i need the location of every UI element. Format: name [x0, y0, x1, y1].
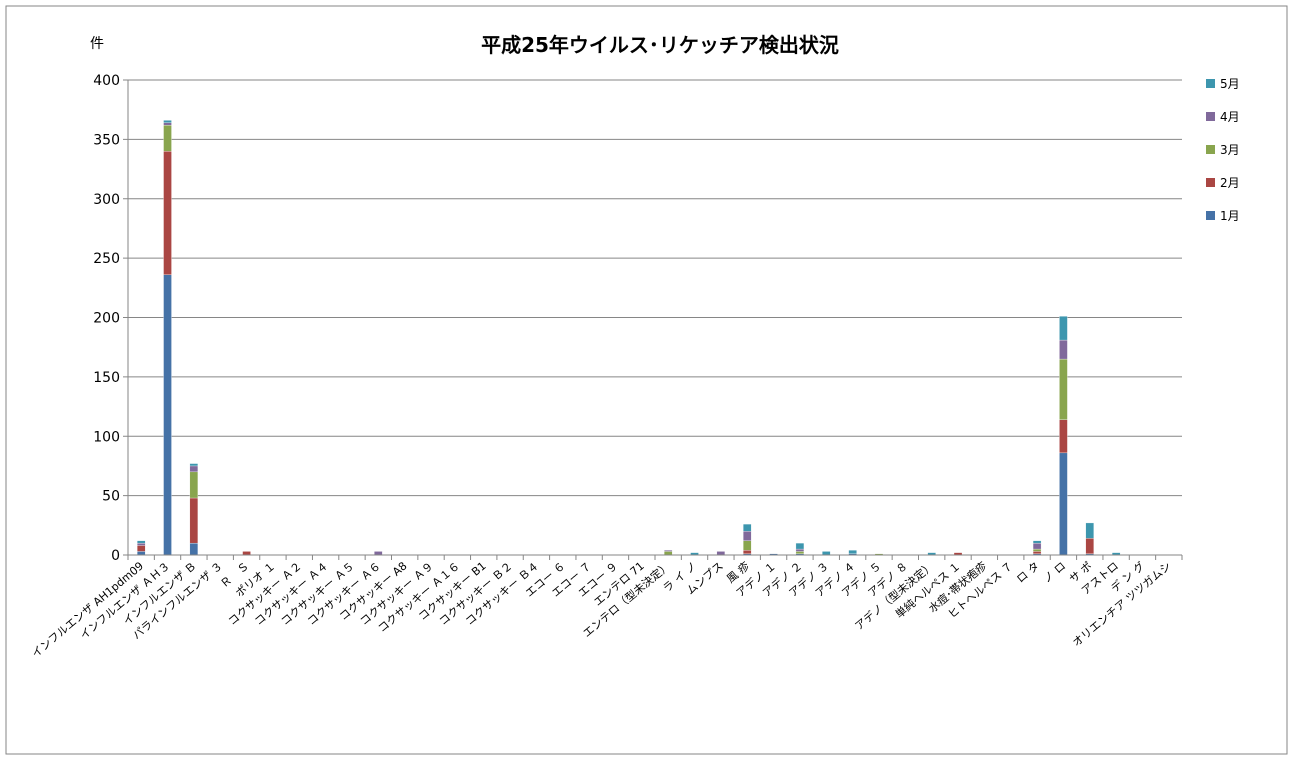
- bar-segment: [1059, 339, 1068, 360]
- bar-segment: [1059, 316, 1068, 341]
- bar-segment: [1032, 551, 1042, 554]
- bar-segment: [242, 551, 251, 556]
- bar-segment: [163, 274, 172, 556]
- bar-segment: [163, 120, 172, 123]
- bar-segment: [163, 151, 172, 275]
- y-tick-label: 100: [93, 429, 120, 445]
- bar-segment: [189, 542, 199, 556]
- bar-segment: [163, 124, 172, 152]
- bar-segment: [163, 122, 172, 126]
- bar-segment: [189, 471, 199, 499]
- bar-segment: [374, 551, 383, 556]
- bar-segment: [716, 551, 726, 556]
- bar-segment: [1059, 419, 1068, 454]
- bar-segment: [1032, 542, 1042, 550]
- legend-swatch: [1206, 178, 1215, 187]
- bar-segment: [137, 540, 146, 544]
- y-tick-label: 0: [111, 548, 120, 564]
- legend: 5月 4月 3月 2月 1月: [1206, 77, 1240, 223]
- bar-segment: [822, 551, 831, 556]
- bar-segment: [1059, 452, 1068, 556]
- legend-swatch: [1206, 79, 1215, 88]
- y-tick-label: 250: [93, 251, 120, 267]
- y-tick-label: 150: [93, 370, 120, 386]
- bar-segment: [1032, 540, 1042, 544]
- bar-segment: [189, 465, 199, 473]
- bar-segment: [795, 548, 805, 552]
- chart-border: [5, 5, 1288, 755]
- y-axis-ticks: 0 50 100 150 200 250 300 350 400: [93, 73, 128, 564]
- bar-segment: [1032, 548, 1042, 552]
- bar-segment: [743, 550, 752, 554]
- y-tick-label: 200: [93, 311, 120, 327]
- y-axis-unit-label: 件: [90, 36, 104, 52]
- bar-segment: [189, 463, 199, 467]
- bar-segment: [1085, 522, 1094, 539]
- bar-segment: [743, 540, 752, 551]
- legend-label: 4月: [1220, 110, 1240, 124]
- bar-segment: [664, 550, 673, 552]
- legend-label: 1月: [1220, 209, 1240, 223]
- y-tick-label: 400: [93, 73, 120, 89]
- chart-title: 平成25年ウイルス･リケッチア検出状況: [481, 33, 839, 57]
- bar-segment: [743, 531, 752, 541]
- y-tick-label: 350: [93, 132, 120, 148]
- bar-segment: [137, 551, 146, 556]
- bar-segment: [664, 551, 673, 556]
- y-tick-label: 300: [93, 192, 120, 208]
- legend-label: 3月: [1220, 143, 1240, 157]
- bar-segment: [189, 497, 199, 544]
- y-tick-label: 50: [102, 489, 120, 505]
- gridlines: [128, 79, 1182, 497]
- legend-swatch: [1206, 112, 1215, 121]
- bar-segment: [743, 523, 752, 532]
- bar-segment: [137, 542, 146, 546]
- bar-segment: [795, 551, 805, 554]
- bar-segment: [848, 550, 857, 554]
- legend-label: 2月: [1220, 176, 1240, 190]
- bar-segment: [137, 545, 146, 552]
- bar-segment: [795, 542, 805, 550]
- legend-swatch: [1206, 211, 1215, 220]
- legend-swatch: [1206, 145, 1215, 154]
- bar-segment: [1059, 358, 1068, 420]
- legend-label: 5月: [1220, 77, 1240, 91]
- bar-segment: [1085, 538, 1094, 554]
